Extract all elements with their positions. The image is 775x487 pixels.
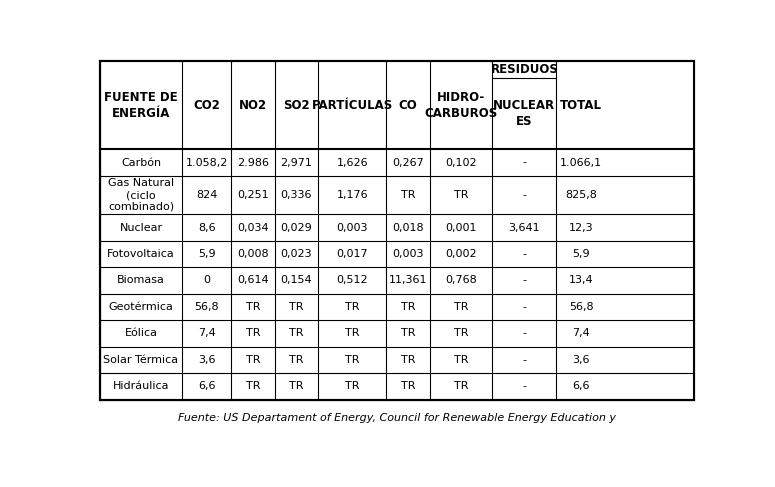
Text: 0,008: 0,008 — [237, 249, 269, 259]
Text: TR: TR — [454, 302, 468, 312]
Text: 2,971: 2,971 — [281, 157, 312, 168]
Text: 0: 0 — [203, 276, 210, 285]
Text: 6,6: 6,6 — [573, 381, 590, 392]
Text: TR: TR — [401, 328, 415, 338]
Text: 8,6: 8,6 — [198, 223, 215, 232]
Text: TR: TR — [345, 381, 360, 392]
Text: 0,018: 0,018 — [392, 223, 424, 232]
Text: 0,017: 0,017 — [336, 249, 368, 259]
Text: 3,6: 3,6 — [573, 355, 590, 365]
Text: Solar Térmica: Solar Térmica — [103, 355, 178, 365]
Text: 3,6: 3,6 — [198, 355, 215, 365]
Text: TR: TR — [401, 302, 415, 312]
Text: TR: TR — [345, 302, 360, 312]
Text: 0,034: 0,034 — [237, 223, 269, 232]
Text: Geotérmica: Geotérmica — [109, 302, 174, 312]
Text: HIDRO-
CARBUROS: HIDRO- CARBUROS — [425, 91, 498, 119]
Text: 11,361: 11,361 — [389, 276, 428, 285]
Text: TR: TR — [289, 328, 304, 338]
Text: -: - — [522, 276, 526, 285]
Text: 0,768: 0,768 — [445, 276, 477, 285]
Text: 0,154: 0,154 — [281, 276, 312, 285]
Text: TR: TR — [345, 328, 360, 338]
Text: 0,336: 0,336 — [281, 190, 312, 200]
Text: 1.066,1: 1.066,1 — [560, 157, 602, 168]
Text: 0,029: 0,029 — [281, 223, 312, 232]
Text: TR: TR — [454, 328, 468, 338]
Text: Gas Natural
(ciclo
combinado): Gas Natural (ciclo combinado) — [108, 178, 174, 212]
Text: TR: TR — [289, 302, 304, 312]
Text: 13,4: 13,4 — [569, 276, 594, 285]
Text: 0,003: 0,003 — [336, 223, 368, 232]
Text: NO2: NO2 — [239, 98, 267, 112]
Text: TR: TR — [401, 381, 415, 392]
Text: -: - — [522, 381, 526, 392]
Text: 12,3: 12,3 — [569, 223, 594, 232]
Text: TR: TR — [246, 381, 260, 392]
Text: TR: TR — [345, 355, 360, 365]
Text: RESIDUOS: RESIDUOS — [491, 63, 558, 75]
Text: TR: TR — [289, 355, 304, 365]
Text: Nuclear: Nuclear — [119, 223, 163, 232]
Text: -: - — [522, 328, 526, 338]
Text: FUENTE DE
ENERGÍA: FUENTE DE ENERGÍA — [104, 91, 177, 119]
Text: TR: TR — [289, 381, 304, 392]
Text: CO: CO — [399, 98, 418, 112]
Text: 0,023: 0,023 — [281, 249, 312, 259]
Text: 7,4: 7,4 — [198, 328, 215, 338]
Text: TR: TR — [246, 355, 260, 365]
Text: 0,003: 0,003 — [392, 249, 424, 259]
Text: Eólica: Eólica — [125, 328, 157, 338]
Text: TR: TR — [454, 355, 468, 365]
Text: 7,4: 7,4 — [572, 328, 590, 338]
Text: -: - — [522, 302, 526, 312]
Text: 56,8: 56,8 — [569, 302, 594, 312]
Text: 5,9: 5,9 — [198, 249, 215, 259]
Text: NUCLEAR
ES: NUCLEAR ES — [494, 99, 556, 128]
Text: -: - — [522, 157, 526, 168]
Text: 0,002: 0,002 — [446, 249, 477, 259]
Text: Carbón: Carbón — [121, 157, 161, 168]
Text: 824: 824 — [196, 190, 217, 200]
Text: TR: TR — [401, 355, 415, 365]
Text: TR: TR — [401, 190, 415, 200]
Text: 0,102: 0,102 — [446, 157, 477, 168]
Text: TR: TR — [454, 190, 468, 200]
Text: 0,267: 0,267 — [392, 157, 424, 168]
Text: 1,176: 1,176 — [336, 190, 368, 200]
Text: -: - — [522, 249, 526, 259]
Text: 0,251: 0,251 — [237, 190, 269, 200]
Text: 1.058,2: 1.058,2 — [185, 157, 228, 168]
Text: 0,512: 0,512 — [336, 276, 368, 285]
Text: Biomasa: Biomasa — [117, 276, 165, 285]
Text: -: - — [522, 355, 526, 365]
Text: 2.986: 2.986 — [237, 157, 269, 168]
Text: 5,9: 5,9 — [573, 249, 590, 259]
Text: TR: TR — [246, 328, 260, 338]
Text: 6,6: 6,6 — [198, 381, 215, 392]
Text: TR: TR — [454, 381, 468, 392]
Text: Hidráulica: Hidráulica — [112, 381, 169, 392]
Text: SO2: SO2 — [283, 98, 310, 112]
Text: 0,614: 0,614 — [237, 276, 269, 285]
Text: PARTÍCULAS: PARTÍCULAS — [312, 98, 393, 112]
Text: 1,626: 1,626 — [336, 157, 368, 168]
Text: TOTAL: TOTAL — [560, 98, 602, 112]
Text: 56,8: 56,8 — [195, 302, 219, 312]
Text: CO2: CO2 — [193, 98, 220, 112]
Text: 825,8: 825,8 — [565, 190, 597, 200]
Text: 0,001: 0,001 — [446, 223, 477, 232]
Text: -: - — [522, 190, 526, 200]
Text: TR: TR — [246, 302, 260, 312]
Text: Fotovoltaica: Fotovoltaica — [107, 249, 175, 259]
Text: 3,641: 3,641 — [508, 223, 540, 232]
Text: Fuente: US Departament of Energy, Council for Renewable Energy Education y: Fuente: US Departament of Energy, Counci… — [178, 412, 616, 423]
